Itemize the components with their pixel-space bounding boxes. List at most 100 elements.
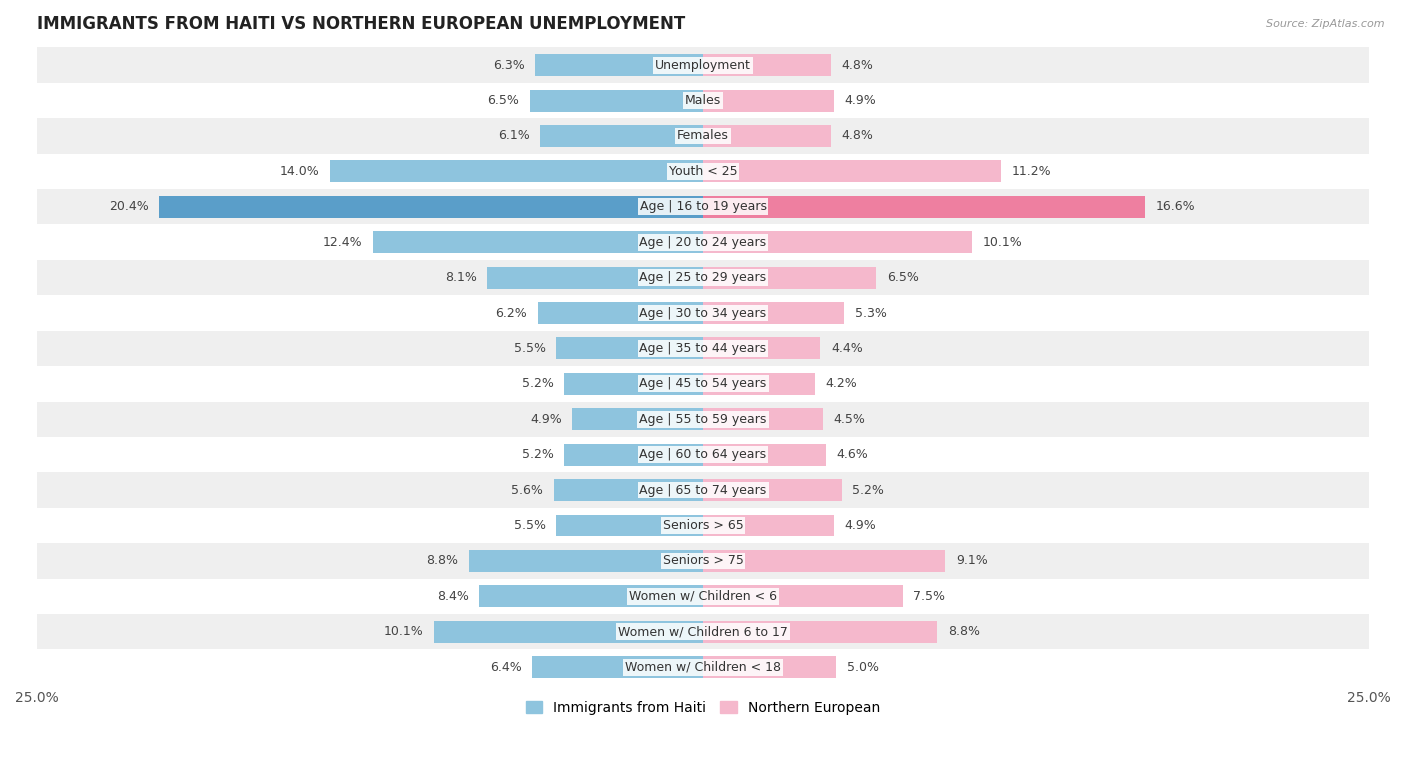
Text: 6.2%: 6.2% <box>495 307 527 319</box>
Bar <box>703 302 844 324</box>
Bar <box>557 515 703 537</box>
Text: 5.5%: 5.5% <box>513 342 546 355</box>
Bar <box>703 550 945 572</box>
Text: 4.2%: 4.2% <box>825 377 858 391</box>
Text: 14.0%: 14.0% <box>280 165 319 178</box>
Bar <box>486 266 703 288</box>
Text: Age | 30 to 34 years: Age | 30 to 34 years <box>640 307 766 319</box>
Bar <box>536 55 703 76</box>
Text: Age | 45 to 54 years: Age | 45 to 54 years <box>640 377 766 391</box>
Text: 4.5%: 4.5% <box>834 413 866 425</box>
Text: 7.5%: 7.5% <box>914 590 945 603</box>
Text: 5.3%: 5.3% <box>855 307 887 319</box>
Text: Seniors > 65: Seniors > 65 <box>662 519 744 532</box>
Bar <box>564 373 703 395</box>
Bar <box>564 444 703 466</box>
Legend: Immigrants from Haiti, Northern European: Immigrants from Haiti, Northern European <box>526 701 880 715</box>
Text: Age | 16 to 19 years: Age | 16 to 19 years <box>640 201 766 213</box>
Text: Source: ZipAtlas.com: Source: ZipAtlas.com <box>1267 19 1385 29</box>
Bar <box>37 154 1369 189</box>
Text: 8.1%: 8.1% <box>444 271 477 284</box>
Text: 16.6%: 16.6% <box>1156 201 1195 213</box>
Bar <box>330 160 703 182</box>
Text: 11.2%: 11.2% <box>1012 165 1052 178</box>
Bar <box>373 231 703 253</box>
Bar <box>572 408 703 430</box>
Text: 10.1%: 10.1% <box>384 625 423 638</box>
Bar <box>703 585 903 607</box>
Bar <box>703 479 842 501</box>
Text: 5.0%: 5.0% <box>846 661 879 674</box>
Bar <box>703 656 837 678</box>
Bar <box>557 338 703 360</box>
Text: 8.4%: 8.4% <box>437 590 468 603</box>
Bar <box>703 55 831 76</box>
Text: 4.8%: 4.8% <box>842 129 873 142</box>
Bar <box>703 125 831 147</box>
Bar <box>703 196 1146 218</box>
Bar <box>533 656 703 678</box>
Bar <box>37 48 1369 83</box>
Bar <box>703 266 876 288</box>
Bar <box>37 295 1369 331</box>
Bar <box>703 338 820 360</box>
Bar <box>479 585 703 607</box>
Bar <box>703 408 823 430</box>
Bar <box>37 544 1369 578</box>
Text: Age | 20 to 24 years: Age | 20 to 24 years <box>640 235 766 249</box>
Bar <box>530 89 703 111</box>
Text: Age | 55 to 59 years: Age | 55 to 59 years <box>640 413 766 425</box>
Text: Women w/ Children < 6: Women w/ Children < 6 <box>628 590 778 603</box>
Text: 4.4%: 4.4% <box>831 342 863 355</box>
Text: 8.8%: 8.8% <box>948 625 980 638</box>
Bar <box>468 550 703 572</box>
Bar <box>703 160 1001 182</box>
Text: Women w/ Children < 18: Women w/ Children < 18 <box>626 661 780 674</box>
Text: Age | 65 to 74 years: Age | 65 to 74 years <box>640 484 766 497</box>
Bar <box>37 614 1369 650</box>
Text: 5.2%: 5.2% <box>522 448 554 461</box>
Text: 6.3%: 6.3% <box>492 58 524 72</box>
Bar <box>37 508 1369 544</box>
Bar <box>540 125 703 147</box>
Text: 12.4%: 12.4% <box>322 235 361 249</box>
Text: 4.9%: 4.9% <box>844 94 876 107</box>
Text: IMMIGRANTS FROM HAITI VS NORTHERN EUROPEAN UNEMPLOYMENT: IMMIGRANTS FROM HAITI VS NORTHERN EUROPE… <box>37 15 685 33</box>
Bar <box>554 479 703 501</box>
Bar <box>703 373 815 395</box>
Bar <box>37 650 1369 685</box>
Text: Age | 60 to 64 years: Age | 60 to 64 years <box>640 448 766 461</box>
Bar <box>37 331 1369 366</box>
Bar <box>37 225 1369 260</box>
Bar <box>37 578 1369 614</box>
Text: Age | 25 to 29 years: Age | 25 to 29 years <box>640 271 766 284</box>
Bar <box>538 302 703 324</box>
Bar <box>159 196 703 218</box>
Bar <box>37 118 1369 154</box>
Text: 4.8%: 4.8% <box>842 58 873 72</box>
Bar <box>37 260 1369 295</box>
Text: 20.4%: 20.4% <box>110 201 149 213</box>
Bar <box>434 621 703 643</box>
Text: 4.9%: 4.9% <box>844 519 876 532</box>
Bar <box>703 621 938 643</box>
Text: 6.1%: 6.1% <box>498 129 530 142</box>
Bar <box>37 472 1369 508</box>
Bar <box>37 366 1369 401</box>
Text: 9.1%: 9.1% <box>956 554 988 568</box>
Text: 4.9%: 4.9% <box>530 413 562 425</box>
Text: 5.5%: 5.5% <box>513 519 546 532</box>
Text: 6.5%: 6.5% <box>488 94 519 107</box>
Text: Females: Females <box>678 129 728 142</box>
Text: 5.6%: 5.6% <box>512 484 543 497</box>
Text: 4.6%: 4.6% <box>837 448 868 461</box>
Bar <box>703 515 834 537</box>
Bar <box>37 401 1369 437</box>
Text: 5.2%: 5.2% <box>852 484 884 497</box>
Text: Women w/ Children 6 to 17: Women w/ Children 6 to 17 <box>619 625 787 638</box>
Bar <box>37 189 1369 225</box>
Text: 8.8%: 8.8% <box>426 554 458 568</box>
Text: Youth < 25: Youth < 25 <box>669 165 737 178</box>
Text: 5.2%: 5.2% <box>522 377 554 391</box>
Text: Males: Males <box>685 94 721 107</box>
